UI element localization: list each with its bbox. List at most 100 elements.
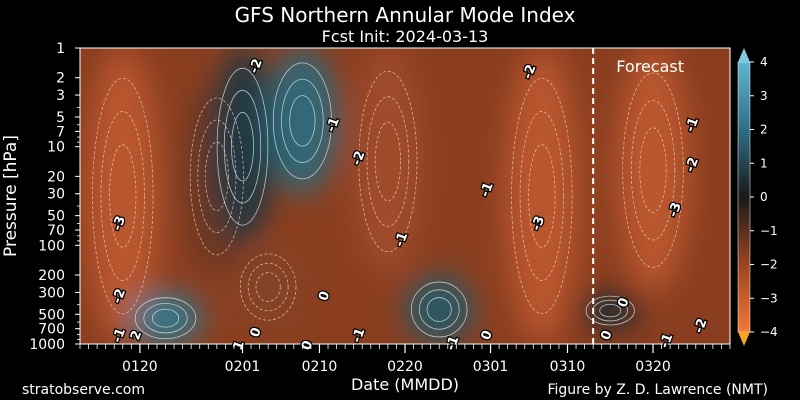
y-tick-label: 7 <box>56 124 65 140</box>
contour-line <box>189 97 244 256</box>
heatmap-region <box>352 48 424 276</box>
colorbar-tick-label: −2 <box>760 258 778 272</box>
contour-line <box>630 100 676 241</box>
heatmap-regions <box>85 48 691 344</box>
colorbar-tick-label: 0 <box>760 190 768 204</box>
y-tick-label: 100 <box>38 238 65 254</box>
y-tick-label: 500 <box>38 307 65 323</box>
contour-line <box>255 272 281 302</box>
footer-credit: Figure by Z. D. Lawrence (NMT) <box>547 382 768 398</box>
y-tick-label: 1000 <box>29 337 65 353</box>
y-tick-label: 20 <box>47 169 65 185</box>
contour-line <box>374 121 401 202</box>
contour-lines <box>92 62 684 340</box>
colorbar: 4 3 2 1 0 −1 −2 −3 −4 <box>737 48 778 346</box>
contour-label: -3 <box>529 214 548 233</box>
heatmap-region <box>234 245 303 329</box>
contour-label: -2 <box>247 57 266 76</box>
contour-label: -2 <box>683 156 702 175</box>
heatmap-region <box>85 48 160 344</box>
y-tick-label: 70 <box>47 223 65 239</box>
y-tick-label: 30 <box>47 187 65 203</box>
contour-line <box>410 281 468 338</box>
contour-line <box>216 67 269 226</box>
x-axis-ticks: 0120 0201 0210 0220 0301 0310 0320 <box>79 344 731 375</box>
contour-line <box>639 127 667 213</box>
x-tick-label: 0210 <box>302 359 338 375</box>
contour-line <box>366 96 410 227</box>
contour-line <box>239 253 297 321</box>
x-tick-label: 0201 <box>225 359 261 375</box>
contour-label: -1 <box>349 326 368 345</box>
colorbar-tick-label: 1 <box>760 156 768 170</box>
x-tick-label: 0220 <box>387 359 423 375</box>
colorbar-tick-label: 2 <box>760 123 768 137</box>
heatmap-region <box>616 48 691 293</box>
contour-label: -1 <box>683 115 702 134</box>
contour-label: -1 <box>324 115 343 134</box>
colorbar-tick-label: −4 <box>760 325 778 339</box>
contour-label: -2 <box>110 287 129 306</box>
y-tick-label: 5 <box>56 110 65 126</box>
chart-title: GFS Northern Annular Mode Index <box>235 3 576 27</box>
contour-line <box>223 89 262 204</box>
contour-line <box>528 144 556 248</box>
contour-label: -1 <box>478 180 497 199</box>
contour-line <box>197 119 237 234</box>
x-tick-label: 0320 <box>635 359 671 375</box>
contour-label: -2 <box>692 317 711 336</box>
y-tick-label: 10 <box>47 140 65 156</box>
x-tick-label: 0310 <box>550 359 586 375</box>
contour-line <box>204 141 229 211</box>
contour-line <box>585 295 635 326</box>
x-axis-label: Date (MMDD) <box>351 375 459 394</box>
contour-line <box>231 112 254 182</box>
y-tick-label: 1 <box>56 41 65 57</box>
colorbar-tick-label: −1 <box>760 224 778 238</box>
contour-line <box>418 289 460 330</box>
contour-label: -1 <box>110 326 129 345</box>
colorbar-ticks: 4 3 2 1 0 −1 −2 −3 −4 <box>750 55 778 339</box>
contour-label: -1 <box>392 230 411 249</box>
contour-line <box>622 72 684 268</box>
contour-label: -1 <box>657 331 676 350</box>
y-axis-label: Pressure [hPa] <box>1 135 21 257</box>
contour-line <box>247 262 289 312</box>
heatmap-region <box>266 48 338 194</box>
colorbar-tick-label: −3 <box>760 291 778 305</box>
contour-line <box>143 303 188 334</box>
colorbar-tick-label: 4 <box>760 55 768 69</box>
y-tick-label: 50 <box>47 209 65 225</box>
y-tick-label: 200 <box>38 268 65 284</box>
contour-line <box>272 62 332 180</box>
contour-line <box>281 78 324 163</box>
contour-line <box>134 297 197 340</box>
y-tick-label: 700 <box>38 322 65 338</box>
contour-label: -3 <box>110 214 129 233</box>
contour-line <box>289 95 316 147</box>
heatmap-region <box>405 275 474 344</box>
contour-line <box>358 70 418 253</box>
x-tick-label: 0301 <box>473 359 509 375</box>
plot-area <box>80 48 730 344</box>
heatmap-region <box>211 48 274 246</box>
y-tick-label: 300 <box>38 285 65 301</box>
contour-line <box>109 144 137 248</box>
contour-line <box>151 308 180 328</box>
heatmap-region <box>504 48 579 344</box>
contour-line <box>92 77 154 315</box>
contour-line <box>519 111 564 281</box>
y-tick-label: 3 <box>56 88 65 104</box>
forecast-label: Forecast <box>616 57 684 76</box>
x-tick-label: 0120 <box>122 359 158 375</box>
contour-label: -2 <box>520 63 539 82</box>
footer-site: stratobserve.com <box>22 382 145 398</box>
colorbar-body <box>737 61 751 333</box>
heatmap-region <box>128 292 203 344</box>
contour-label: -2 <box>349 149 368 168</box>
contour-line <box>100 111 145 281</box>
colorbar-top-arrow <box>738 48 750 62</box>
